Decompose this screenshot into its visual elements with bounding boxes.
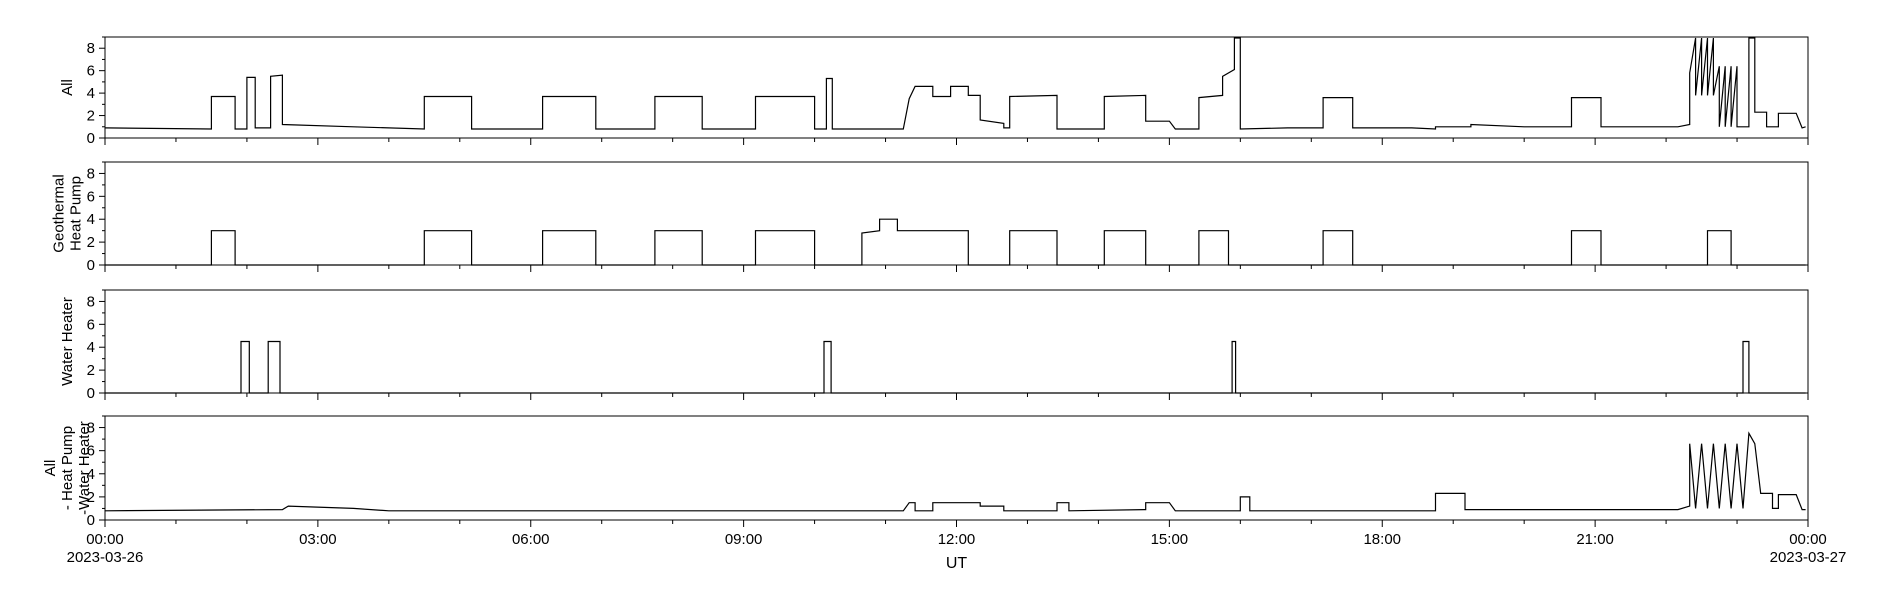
y-tick-label: 6 xyxy=(87,63,95,80)
series-line xyxy=(104,37,1806,130)
y-tick-label: 0 xyxy=(87,385,95,402)
x-tick-label: 15:00 xyxy=(1151,531,1189,548)
y-tick-label: 0 xyxy=(87,512,95,529)
x-tick-label: 03:00 xyxy=(299,531,337,548)
x-tick-label: 09:00 xyxy=(725,531,763,548)
panel-1: 0 2 4 6 8 All xyxy=(59,36,1809,147)
panel-label: All xyxy=(42,460,59,477)
x-axis-title: UT xyxy=(946,555,968,572)
panel-label: Water Heater xyxy=(59,297,76,386)
panel-frame xyxy=(104,161,1809,266)
y-tick-label: 8 xyxy=(87,420,95,437)
panel-label: -Water Heater xyxy=(76,421,93,515)
panel-label: Heat Pump xyxy=(68,176,85,251)
y-tick-label: 0 xyxy=(87,257,95,274)
y-tick-label: 8 xyxy=(87,165,95,182)
panel-label: - Heat Pump xyxy=(59,426,76,510)
y-tick-label: 6 xyxy=(87,316,95,333)
y-tick-label: 4 xyxy=(87,466,95,483)
y-tick-label: 2 xyxy=(87,489,95,506)
x-start-date: 2023-03-26 xyxy=(67,549,144,566)
y-tick-label: 4 xyxy=(87,85,95,102)
panel-2: 0 2 4 6 8 Geothermal Heat Pump xyxy=(51,161,1809,274)
x-tick-label: 21:00 xyxy=(1576,531,1614,548)
x-end-date: 2023-03-27 xyxy=(1770,549,1847,566)
y-tick-label: 6 xyxy=(87,188,95,205)
y-tick-label: 0 xyxy=(87,130,95,147)
panel-3: 0 2 4 6 8 Water Heater xyxy=(59,289,1809,402)
x-tick-label: 06:00 xyxy=(512,531,550,548)
panel-4: 0 2 4 6 8 All - Heat Pump -Water Heater xyxy=(42,415,1809,529)
y-tick-label: 2 xyxy=(87,108,95,125)
x-tick-label: 00:00 xyxy=(1789,531,1827,548)
panel-frame xyxy=(104,415,1809,521)
series-line xyxy=(105,218,1806,266)
series-line xyxy=(104,431,1806,512)
y-tick-label: 2 xyxy=(87,234,95,251)
x-tick-label: 00:00 xyxy=(86,531,124,548)
y-tick-label: 6 xyxy=(87,443,95,460)
x-axis: 00:00 03:00 06:00 09:00 12:00 15:00 18:00 21:00… xyxy=(67,531,1847,572)
y-tick-label: 4 xyxy=(87,211,95,228)
y-tick-label: 4 xyxy=(87,339,95,356)
panel-label: All xyxy=(59,79,76,96)
x-tick-label: 18:00 xyxy=(1363,531,1401,548)
series-line xyxy=(105,340,1806,394)
y-tick-label: 8 xyxy=(87,40,95,57)
y-tick-label: 2 xyxy=(87,362,95,379)
panel-label: Geothermal xyxy=(51,174,68,252)
panel-frame xyxy=(104,289,1809,394)
y-tick-label: 8 xyxy=(87,293,95,310)
panel-frame xyxy=(104,36,1809,139)
x-tick-label: 12:00 xyxy=(938,531,976,548)
